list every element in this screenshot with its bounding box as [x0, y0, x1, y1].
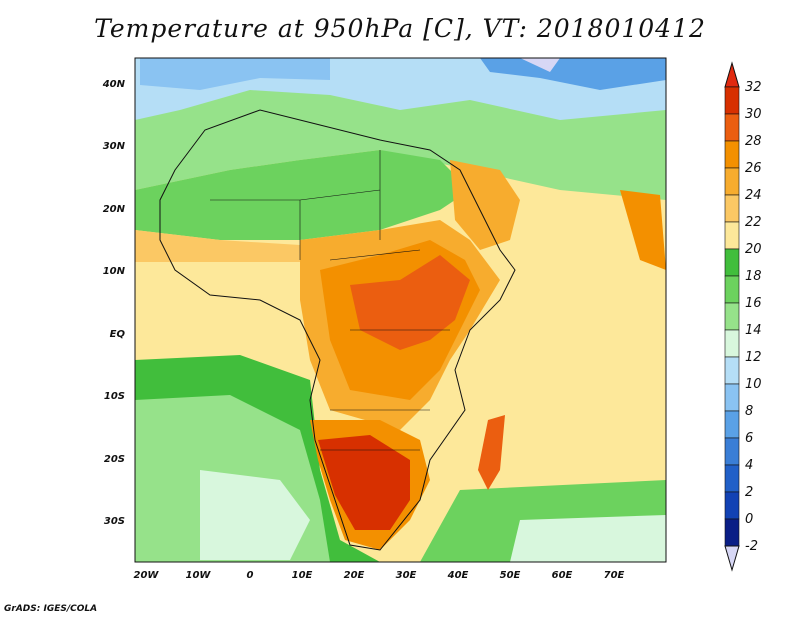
lon-label: 0: [247, 570, 254, 581]
colorbar-swatch: [724, 302, 740, 331]
colorbar-swatch: [724, 167, 740, 196]
colorbar-swatch: [724, 275, 740, 304]
colorbar-label: 2: [745, 485, 753, 500]
colorbar-label: 26: [745, 161, 762, 176]
lat-label: 10N: [103, 266, 126, 277]
colorbar-swatch: [724, 248, 740, 277]
colorbar-label: 14: [745, 323, 762, 338]
colorbar-swatch: [724, 464, 740, 493]
colorbar-label: 0: [745, 512, 753, 527]
lon-label: 70E: [604, 570, 625, 581]
colorbar-swatch: [724, 491, 740, 520]
colorbar-swatch: [724, 329, 740, 358]
lon-label: 60E: [552, 570, 573, 581]
colorbar-swatch: [724, 410, 740, 439]
lon-label: 10W: [186, 570, 212, 581]
colorbar-swatch: [724, 194, 740, 223]
lat-label: 30N: [103, 141, 126, 152]
colorbar-label: 30: [745, 107, 762, 122]
map-title: Temperature at 950hPa [C], VT: 201801041…: [94, 14, 706, 43]
colorbar-label: 16: [745, 296, 762, 311]
colorbar-label: 8: [745, 404, 753, 419]
lat-label: 40N: [102, 79, 126, 90]
colorbar-label: 4: [745, 458, 753, 473]
lon-label: 40E: [447, 570, 469, 581]
lat-label: EQ: [110, 329, 126, 340]
colorbar-bottom-arrow: [724, 545, 740, 572]
lat-label: 10S: [104, 391, 125, 402]
colorbar-label: 12: [745, 350, 762, 365]
colorbar-swatch: [724, 221, 740, 250]
lon-label: 10E: [292, 570, 313, 581]
colorbar-swatch: [724, 383, 740, 412]
colorbar-swatch: [724, 86, 740, 115]
lat-label: 20N: [103, 204, 126, 215]
lon-label: 20E: [344, 570, 365, 581]
colorbar-label: 24: [745, 188, 762, 203]
colorbar-label: 18: [745, 269, 762, 284]
colorbar-label: 20: [745, 242, 762, 257]
colorbar-label: 10: [745, 377, 762, 392]
colorbar-swatch: [724, 140, 740, 169]
lat-label: 20S: [104, 454, 125, 465]
colorbar-swatch: [724, 356, 740, 385]
colorbar-label: -2: [745, 539, 758, 554]
lon-label: 30E: [396, 570, 417, 581]
lon-label: 20W: [134, 570, 160, 581]
lon-axis: 20W 10W 0 10E 20E 30E 40E 50E 60E 70E: [134, 570, 625, 581]
colorbar-label: 22: [745, 215, 762, 230]
colorbar-label: 32: [745, 80, 762, 95]
coastline: [159, 109, 516, 551]
lat-label: 30S: [104, 516, 125, 527]
colorbar-swatch: [724, 437, 740, 466]
temperature-field: [135, 58, 666, 562]
plot-frame: [134, 57, 667, 563]
credit-text: GrADS: IGES/COLA: [4, 604, 98, 614]
colorbar-top-arrow: [724, 61, 740, 88]
colorbar-swatch: [724, 113, 740, 142]
colorbar-swatch: [724, 518, 740, 547]
colorbar-label: 28: [745, 134, 762, 149]
colorbar-label: 6: [745, 431, 753, 446]
lon-label: 50E: [500, 570, 521, 581]
lat-axis: 40N 30N 20N 10N EQ 10S 20S 30S: [102, 79, 126, 527]
borders: [210, 150, 450, 451]
